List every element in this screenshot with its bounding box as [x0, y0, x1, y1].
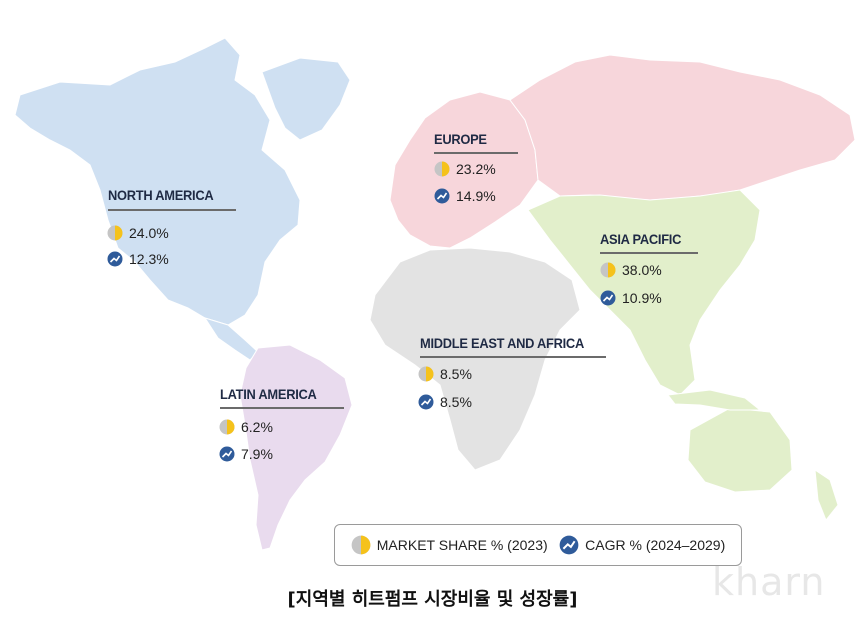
latin-america-cagr: 7.9% — [219, 446, 273, 462]
russia-landmass — [509, 54, 856, 201]
middle-east-africa-cagr: 8.5% — [418, 394, 472, 410]
asia-pacific-cagr: 10.9% — [600, 290, 662, 306]
region-label-latin-america: LATIN AMERICA — [220, 386, 317, 402]
market-share-icon — [418, 366, 434, 382]
latin-america-market-share: 6.2% — [219, 419, 273, 435]
market-share-icon — [107, 225, 123, 241]
cagr-value: 14.9% — [456, 188, 496, 204]
europe-cagr: 14.9% — [434, 188, 496, 204]
market-share-value: 8.5% — [440, 366, 472, 382]
market-share-value: 24.0% — [129, 225, 169, 241]
legend-item-market-share: MARKET SHARE % (2023) — [351, 535, 548, 555]
legend: MARKET SHARE % (2023) CAGR % (2024–2029) — [334, 524, 742, 566]
australia-landmass — [687, 407, 793, 493]
cagr-value: 8.5% — [440, 394, 472, 410]
asia-pacific-landmass — [527, 189, 761, 396]
indonesia-landmass — [667, 389, 762, 411]
market-share-icon — [600, 262, 616, 278]
cagr-icon — [219, 446, 235, 462]
divider-line — [420, 356, 606, 358]
cagr-icon — [107, 251, 123, 267]
legend-market-share-label: MARKET SHARE % (2023) — [376, 537, 548, 553]
asia-pacific-market-share: 38.0% — [600, 262, 662, 278]
market-share-icon — [219, 419, 235, 435]
market-share-value: 6.2% — [241, 419, 273, 435]
divider-line — [220, 407, 344, 409]
middle-east-africa-landmass — [369, 247, 581, 471]
region-label-north-america: NORTH AMERICA — [108, 187, 214, 203]
watermark-logo: kharn — [712, 560, 826, 604]
cagr-icon — [600, 290, 616, 306]
region-label-europe: EUROPE — [434, 131, 487, 147]
central-america-landmass — [203, 317, 259, 361]
market-share-icon — [434, 161, 450, 177]
region-label-asia-pacific: ASIA PACIFIC — [600, 231, 682, 247]
north-america-landmass — [14, 37, 301, 326]
cagr-value: 7.9% — [241, 446, 273, 462]
cagr-value: 10.9% — [622, 290, 662, 306]
cagr-icon — [434, 188, 450, 204]
middle-east-africa-market-share: 8.5% — [418, 366, 472, 382]
market-share-value: 23.2% — [456, 161, 496, 177]
north-america-market-share: 24.0% — [107, 225, 169, 241]
legend-cagr-label: CAGR % (2024–2029) — [585, 537, 726, 553]
caption: [지역별 히트펌프 시장비율 및 성장률] — [287, 589, 578, 610]
cagr-value: 12.3% — [129, 251, 169, 267]
region-label-middle-east-africa: MIDDLE EAST AND AFRICA — [420, 335, 584, 351]
market-share-icon — [351, 535, 371, 555]
north-america-cagr: 12.3% — [107, 251, 169, 267]
legend-item-cagr: CAGR % (2024–2029) — [559, 535, 725, 555]
latin-america-landmass — [239, 344, 353, 551]
cagr-icon — [418, 394, 434, 410]
divider-line — [600, 252, 698, 254]
cagr-icon — [559, 535, 579, 555]
divider-line — [108, 209, 236, 211]
new-zealand-landmass — [814, 468, 839, 521]
europe-market-share: 23.2% — [434, 161, 496, 177]
market-share-value: 38.0% — [622, 262, 662, 278]
greenland-landmass — [261, 57, 351, 141]
divider-line — [434, 152, 518, 154]
